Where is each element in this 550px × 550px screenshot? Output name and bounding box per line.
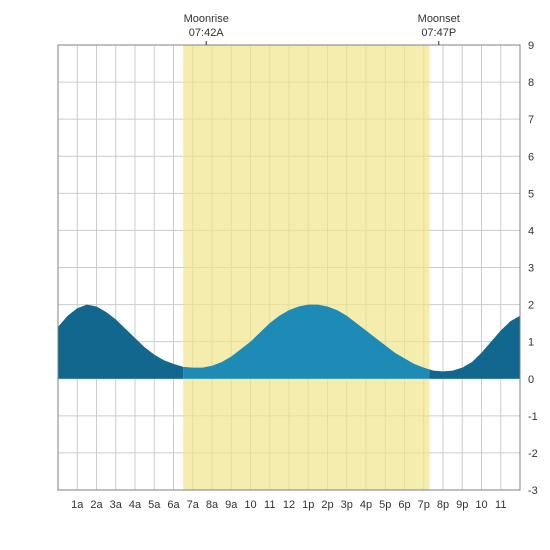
x-tick-label: 11 xyxy=(264,499,275,511)
x-tick-label: 6p xyxy=(398,499,410,511)
x-tick-label: 1a xyxy=(71,499,84,511)
x-tick-label: 4a xyxy=(129,499,142,511)
x-tick-label: 9a xyxy=(225,499,238,511)
x-tick-label: 11 xyxy=(495,499,506,511)
x-tick-label: 8a xyxy=(206,499,219,511)
moonset-time: 07:47P xyxy=(421,27,456,39)
x-tick-label: 8p xyxy=(437,499,449,511)
x-tick-label: 3a xyxy=(110,499,123,511)
y-tick-label: 0 xyxy=(528,374,534,386)
x-tick-label: 3p xyxy=(341,499,353,511)
y-tick-label: -1 xyxy=(528,411,538,423)
x-tick-label: 2p xyxy=(321,499,333,511)
x-tick-label: 7a xyxy=(187,499,200,511)
x-tick-label: 9p xyxy=(456,499,468,511)
y-tick-label: 9 xyxy=(528,40,534,52)
x-tick-label: 6a xyxy=(167,499,180,511)
moonset-title: Moonset xyxy=(418,13,460,25)
y-tick-label: 6 xyxy=(528,151,534,163)
y-tick-label: 1 xyxy=(528,337,534,349)
x-tick-label: 10 xyxy=(244,499,256,511)
chart-svg: -3-2-101234567891a2a3a4a5a6a7a8a9a101112… xyxy=(10,10,540,540)
y-tick-label: 8 xyxy=(528,77,534,89)
x-tick-label: 12 xyxy=(283,499,295,511)
y-tick-label: 4 xyxy=(528,225,534,237)
x-tick-label: 10 xyxy=(475,499,487,511)
y-tick-label: -2 xyxy=(528,448,538,460)
moonrise-title: Moonrise xyxy=(184,13,229,25)
x-tick-label: 1p xyxy=(302,499,314,511)
x-tick-label: 5p xyxy=(379,499,391,511)
x-tick-label: 7p xyxy=(418,499,430,511)
y-tick-label: 5 xyxy=(528,188,534,200)
x-tick-label: 5a xyxy=(148,499,161,511)
moonrise-time: 07:42A xyxy=(189,27,225,39)
x-tick-label: 2a xyxy=(90,499,103,511)
tide-chart: -3-2-101234567891a2a3a4a5a6a7a8a9a101112… xyxy=(10,10,540,540)
y-tick-label: 3 xyxy=(528,263,534,275)
y-tick-label: 7 xyxy=(528,114,534,126)
daylight-band xyxy=(183,45,429,490)
y-tick-label: -3 xyxy=(528,485,538,497)
x-tick-label: 4p xyxy=(360,499,372,511)
y-tick-label: 2 xyxy=(528,300,534,312)
